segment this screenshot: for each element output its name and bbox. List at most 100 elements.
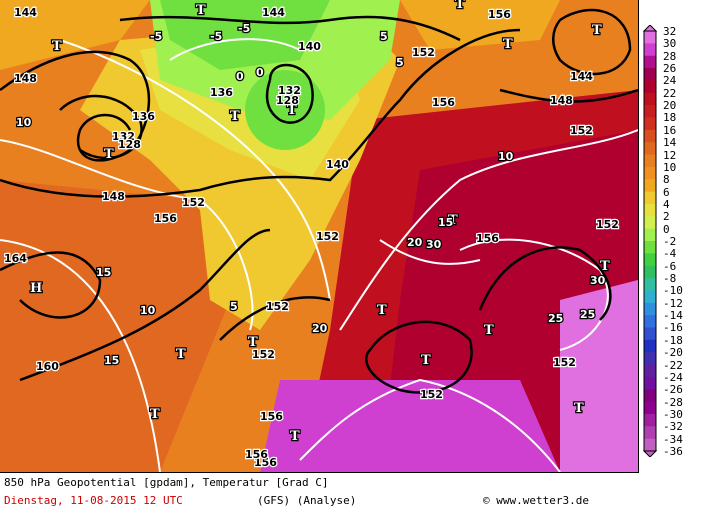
- legend-swatch: [644, 413, 656, 427]
- temperature-label: 20: [312, 322, 328, 335]
- geopotential-label: 152: [316, 230, 339, 243]
- legend-label: 26: [663, 62, 677, 76]
- geopotential-label: 160: [36, 360, 59, 373]
- geopotential-label: 152: [596, 218, 619, 231]
- low-pressure-label: T: [455, 0, 465, 12]
- geopotential-label: 152: [570, 124, 593, 137]
- legend-bar: [642, 25, 658, 457]
- geopotential-label: 152: [412, 46, 435, 59]
- legend-swatch: [644, 302, 656, 316]
- geopotential-label: 144: [262, 6, 285, 19]
- legend-label: 0: [663, 222, 670, 236]
- legend-swatch: [644, 401, 656, 415]
- legend-swatch: [644, 389, 656, 403]
- temperature-label: -5: [238, 22, 250, 35]
- legend-swatch: [644, 31, 656, 44]
- temperature-label: 25: [548, 312, 563, 325]
- legend-label: -32: [663, 420, 683, 434]
- legend-label: -36: [663, 445, 683, 458]
- geopotential-label: 136: [132, 110, 155, 123]
- isotherms: [0, 38, 638, 472]
- legend-swatch: [644, 105, 656, 118]
- legend-label: -4: [663, 247, 677, 261]
- legend-label: -24: [663, 370, 683, 384]
- legend-label: 6: [663, 185, 670, 199]
- legend-label: -10: [663, 284, 683, 298]
- temperature-label: 5: [396, 56, 404, 69]
- geopotential-label: 140: [326, 158, 349, 171]
- low-pressure-label: T: [290, 429, 300, 444]
- caption-date: Dienstag, 11-08-2015 12 UTC: [4, 494, 183, 507]
- legend-label: -30: [663, 407, 683, 421]
- geopotential-label: 156: [260, 410, 283, 423]
- legend-label: -2: [663, 235, 677, 248]
- caption-model: (GFS) (Analyse): [257, 494, 357, 507]
- low-pressure-label: T: [600, 259, 610, 274]
- color-legend: 32 30 28 26 24 22 20 18 16 14 12 10 8 6 4 2 0 -2 -4 -6 -8 -10…: [640, 25, 704, 457]
- legend-label: -12: [663, 296, 683, 310]
- geopotential-label: 140: [298, 40, 321, 53]
- low-pressure-label: T: [421, 353, 431, 368]
- legend-label: 32: [663, 25, 677, 38]
- cold-low-center: [245, 70, 325, 150]
- legend-label: 14: [663, 136, 677, 150]
- legend-label: 4: [663, 197, 670, 211]
- geopotential-label: 144: [14, 6, 37, 19]
- temperature-label: -5: [210, 30, 222, 43]
- legend-swatch: [644, 55, 656, 69]
- geopotential-label: 144: [570, 70, 593, 83]
- weather-map: T T T T T T T T T T T T T T T T T T H 144 144 144 140 136 132 128…: [0, 0, 639, 473]
- legend-label: -22: [663, 358, 683, 372]
- geopotential-label: 152: [553, 356, 576, 369]
- geopotential-label: 132: [112, 130, 135, 143]
- temperature-label: 15: [438, 216, 453, 229]
- low-pressure-label: T: [592, 23, 602, 38]
- geopotential-label: 136: [210, 86, 233, 99]
- geopotential-label: 152: [266, 300, 289, 313]
- northwest-warm: [0, 0, 150, 70]
- legend-label: 18: [663, 111, 677, 125]
- north-warm: [400, 0, 560, 50]
- legend-swatch: [644, 265, 656, 279]
- legend-swatch: [644, 129, 656, 143]
- low-pressure-label: T: [287, 103, 297, 118]
- low-pressure-label: T: [104, 147, 114, 162]
- legend-label: -28: [663, 395, 683, 409]
- legend-swatch: [644, 352, 656, 366]
- geopotential-label: 152: [182, 196, 205, 209]
- temperature-label: 15: [104, 354, 119, 367]
- legend-label: 10: [663, 160, 677, 174]
- geopotential-label: 156: [254, 456, 277, 469]
- legend-label: -18: [663, 333, 683, 347]
- legend-swatch: [644, 253, 656, 267]
- temperature-label: 25: [580, 308, 595, 321]
- temperature-label: 0: [236, 70, 244, 83]
- legend-label: 20: [663, 99, 677, 113]
- legend-swatch: [644, 426, 656, 440]
- legend-swatch: [644, 327, 656, 341]
- temperature-label: 10: [16, 116, 32, 129]
- low-pressure-label: T: [52, 39, 62, 54]
- legend-swatch: [644, 92, 656, 106]
- legend-swatch: [644, 142, 656, 156]
- legend-swatch: [644, 166, 656, 180]
- legend-swatch: [644, 376, 656, 390]
- legend-swatch: [644, 216, 656, 230]
- temperature-label: 10: [140, 304, 156, 317]
- temperature-label: 0: [256, 66, 264, 79]
- map-caption: 850 hPa Geopotential [gpdam], Temperatur…: [0, 473, 704, 513]
- legend-swatch: [644, 228, 656, 242]
- temperature-label: 10: [498, 150, 514, 163]
- legend-label: -8: [663, 272, 677, 286]
- geopotential-label: 156: [476, 232, 499, 245]
- geopotential-label: 156: [245, 448, 268, 461]
- geopotential-isohypses: [0, 8, 638, 394]
- legend-arrow-down: [642, 450, 658, 457]
- legend-swatch: [644, 364, 656, 378]
- geopotential-label: 148: [102, 190, 125, 203]
- low-pressure-label: T: [377, 303, 387, 318]
- high-pressure-label: H: [30, 281, 42, 296]
- geopotential-label: 132: [278, 84, 301, 97]
- legend-swatch: [644, 290, 656, 304]
- legend-label: 16: [663, 123, 677, 137]
